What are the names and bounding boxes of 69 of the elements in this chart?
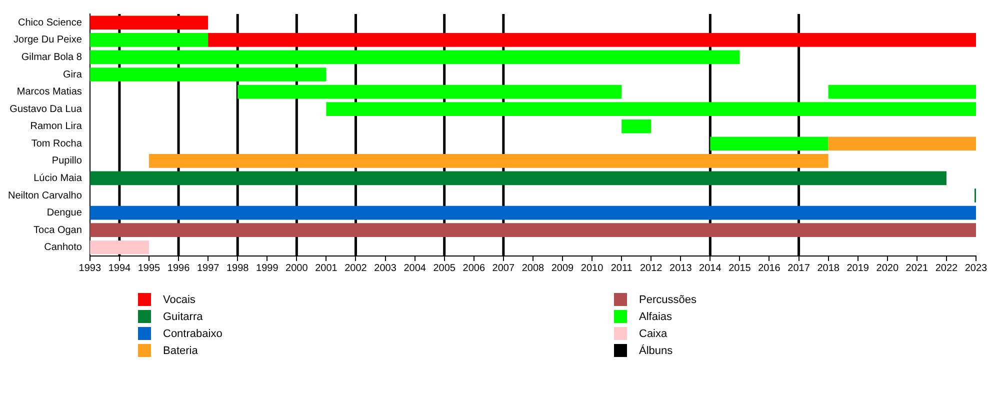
bar <box>90 240 149 254</box>
bar <box>90 68 326 82</box>
x-tick-label: 2000 <box>286 262 308 274</box>
bar <box>149 154 828 168</box>
x-tick-label: 1998 <box>226 262 250 274</box>
x-tick-label: 2019 <box>846 262 870 274</box>
bar <box>90 16 208 30</box>
bar <box>828 136 976 151</box>
legend-label: Contrabaixo <box>163 328 222 340</box>
x-tick-label: 2018 <box>817 262 840 274</box>
x-tick-label: 2020 <box>876 262 899 274</box>
bar <box>828 84 976 99</box>
x-tick-label: 2023 <box>964 262 988 274</box>
x-tick-label: 2008 <box>522 262 545 274</box>
x-tick-label: 2015 <box>728 262 752 274</box>
x-tick-label: 1999 <box>256 262 279 274</box>
legend-label: Percussões <box>639 294 696 306</box>
x-tick-label: 2011 <box>610 262 633 274</box>
x-tick-label: 2016 <box>758 262 781 274</box>
legend-label: Bateria <box>163 344 198 356</box>
x-tick-label: 2004 <box>404 262 426 274</box>
x-tick-label: 2022 <box>935 262 958 274</box>
y-tick-label: Dengue <box>46 208 82 219</box>
y-tick-label: Gira <box>63 69 82 80</box>
y-tick-label: Ramon Lira <box>30 121 82 132</box>
legend-label: Guitarra <box>163 310 203 322</box>
x-tick-label: 2010 <box>580 262 604 274</box>
x-tick-label: 2006 <box>462 262 486 274</box>
legend-label: Álbuns <box>639 344 673 356</box>
y-tick-label: Gustavo Da Lua <box>10 104 82 115</box>
bar <box>208 33 976 47</box>
legend-label: Alfaias <box>639 310 672 322</box>
y-tick-label: Toca Ogan <box>34 224 82 236</box>
y-tick-label: Neilton Carvalho <box>8 190 82 202</box>
x-tick-label: 1996 <box>167 262 190 274</box>
y-tick-label: Gilmar Bola 8 <box>21 52 82 63</box>
y-tick-label: Pupillo <box>52 156 82 167</box>
x-tick-label: 2009 <box>551 262 574 274</box>
y-tick-label: Tom Rocha <box>31 138 82 150</box>
y-tick-label: Chico Science <box>18 17 82 28</box>
x-tick-label: 2003 <box>374 262 397 274</box>
x-tick-label: 2012 <box>640 262 663 274</box>
bar <box>622 119 652 134</box>
x-tick-label: 2017 <box>788 262 810 274</box>
x-tick-label: 1997 <box>196 262 220 274</box>
bar <box>90 171 946 186</box>
y-tick-label: Marcos Matias <box>16 86 82 98</box>
legend-label: Vocais <box>163 294 196 306</box>
bar <box>90 50 740 64</box>
x-tick-label: 2001 <box>315 262 338 274</box>
y-tick-label: Canhoto <box>44 242 82 254</box>
x-tick-label: 2021 <box>906 262 928 274</box>
x-tick-label: 2014 <box>699 262 722 274</box>
y-tick-label: Lúcio Maia <box>34 172 82 184</box>
x-tick-label: 2005 <box>433 262 456 274</box>
y-tick-label: Jorge Du Peixe <box>14 34 82 46</box>
bar <box>710 136 828 151</box>
bar <box>326 102 976 116</box>
x-tick-label: 1995 <box>138 262 161 274</box>
x-tick-label: 2007 <box>492 262 515 274</box>
bar <box>238 84 622 99</box>
x-tick-label: 2002 <box>344 262 368 274</box>
legend-label: Caixa <box>639 328 668 340</box>
x-tick-label: 1994 <box>108 262 132 274</box>
x-tick-label: 2013 <box>670 262 692 274</box>
bar <box>90 223 976 237</box>
bar <box>90 206 976 220</box>
x-tick-label: 1993 <box>78 262 102 274</box>
bar <box>90 33 208 47</box>
